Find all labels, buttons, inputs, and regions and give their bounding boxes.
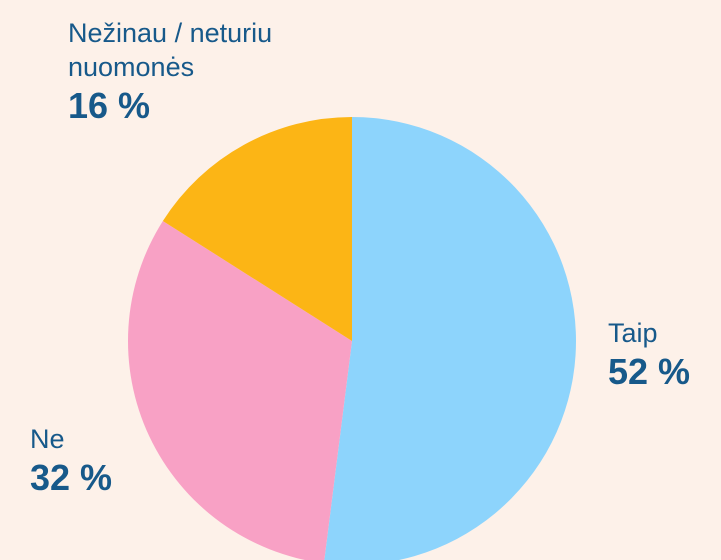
category-label: Ne	[30, 424, 65, 454]
slice-label: Taip 52 %	[608, 316, 718, 394]
category-label: Taip	[608, 318, 658, 348]
pie-slice	[162, 117, 352, 341]
category-label: Nežinau / neturiu nuomonės	[68, 18, 273, 82]
pie-slice	[324, 117, 576, 560]
value-label: 32 %	[30, 457, 113, 498]
slice-label: Ne 32 %	[30, 422, 150, 500]
slice-label: Nežinau / neturiu nuomonės 16 %	[68, 16, 368, 128]
value-label: 52 %	[608, 351, 691, 392]
value-label: 16 %	[68, 85, 151, 126]
pie-slice	[128, 220, 352, 560]
